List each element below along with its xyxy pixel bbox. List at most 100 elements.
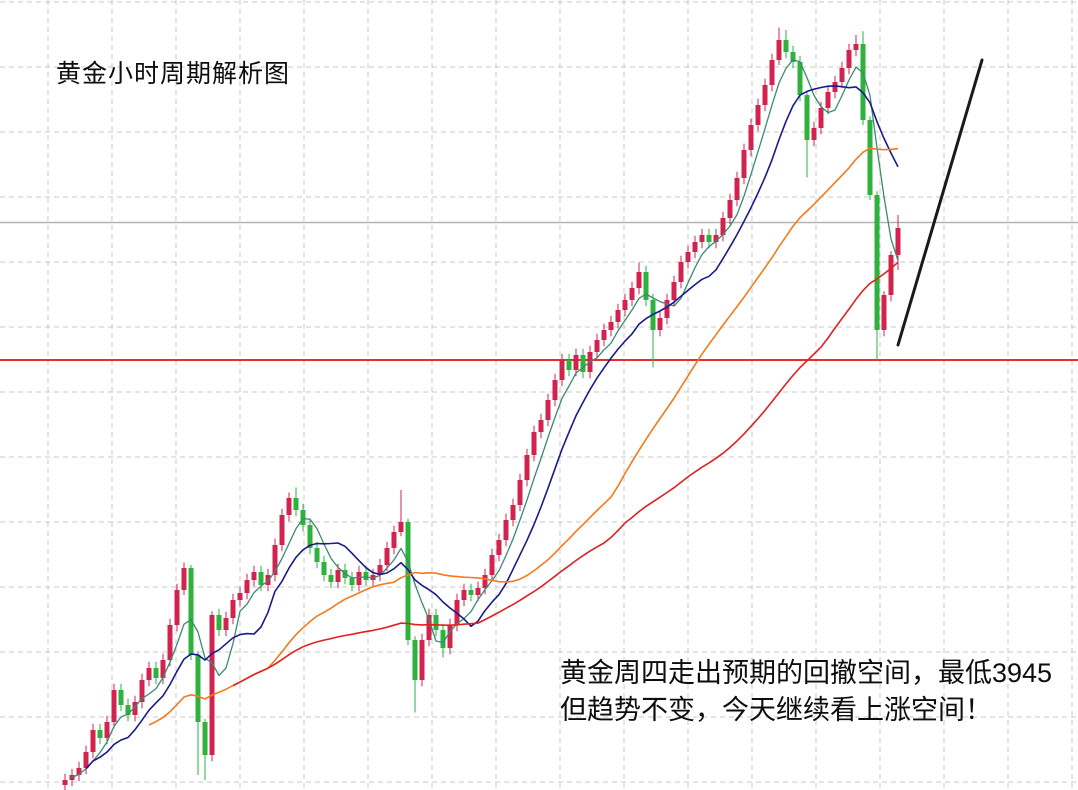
- candle-body: [888, 255, 894, 295]
- candle-body: [783, 40, 789, 52]
- candle-body: [230, 600, 236, 618]
- chart-annotation-line1: 黄金周四走出预期的回撤空间，最低3945: [560, 658, 1053, 688]
- candle-body: [244, 580, 250, 593]
- candle-body: [118, 690, 124, 705]
- candle-body: [755, 105, 761, 125]
- candle-body: [860, 44, 866, 120]
- candle-body: [111, 690, 117, 722]
- candle-body: [405, 522, 411, 640]
- candle-body: [363, 572, 369, 580]
- candle-body: [573, 355, 579, 370]
- candle-body: [104, 722, 110, 738]
- candle-body: [839, 68, 845, 82]
- candle-body: [825, 92, 831, 108]
- candle-body: [496, 540, 502, 555]
- candle-body: [629, 288, 635, 300]
- candle-body: [545, 400, 551, 420]
- chart-annotation: 黄金周四走出预期的回撤空间，最低3945 但趋势不变，今天继续看上涨空间！: [560, 655, 1052, 729]
- candle-body: [531, 432, 537, 455]
- candle-body: [489, 555, 495, 575]
- candle-body: [524, 455, 530, 480]
- candle-body: [300, 510, 306, 525]
- candle-body: [846, 50, 852, 68]
- candle-body: [209, 615, 215, 755]
- ma10-line: [85, 85, 899, 770]
- candle-body: [440, 630, 446, 648]
- candle-body: [664, 300, 670, 318]
- candle-body: [83, 752, 89, 768]
- candle-body: [349, 578, 355, 585]
- candle-body: [146, 668, 152, 680]
- candle-body: [776, 40, 782, 60]
- candle-body: [790, 52, 796, 62]
- chart-title: 黄金小时周期解析图: [56, 60, 291, 88]
- candle-body: [314, 548, 320, 562]
- candle-body: [804, 95, 810, 140]
- candle-body: [286, 498, 292, 515]
- candle-body: [419, 640, 425, 680]
- candle-body: [398, 522, 404, 532]
- candle-body: [720, 218, 726, 235]
- ma30-line: [148, 147, 899, 726]
- candle-body: [895, 228, 901, 255]
- candle-body: [62, 780, 68, 785]
- candle-body: [615, 310, 621, 322]
- candle-body: [608, 322, 614, 330]
- candle-body: [335, 570, 341, 582]
- candle-body: [622, 300, 628, 310]
- candle-body: [692, 242, 698, 252]
- candle-body: [699, 235, 705, 242]
- candle-body: [461, 590, 467, 600]
- trend-line: [896, 58, 984, 347]
- candle-body: [874, 195, 880, 330]
- chart-annotation-line2: 但趋势不变，今天继续看上涨空间！: [560, 695, 992, 725]
- candle-body: [97, 730, 103, 738]
- candle-body: [713, 235, 719, 242]
- candle-body: [391, 532, 397, 548]
- candle-body: [517, 480, 523, 505]
- candle-body: [384, 548, 390, 565]
- candle-body: [90, 730, 96, 752]
- candle-body: [139, 680, 145, 702]
- candle-body: [279, 515, 285, 545]
- candle-body: [377, 565, 383, 575]
- candle-body: [671, 282, 677, 300]
- candle-body: [293, 498, 299, 510]
- candle-body: [412, 640, 418, 680]
- candle-body: [818, 108, 824, 128]
- candle-body: [125, 705, 131, 715]
- candle-body: [202, 722, 208, 755]
- candle-body: [153, 668, 159, 678]
- candle-body: [76, 768, 82, 775]
- candle-body: [657, 318, 663, 330]
- candle-body: [678, 262, 684, 282]
- candle-body: [251, 572, 257, 580]
- candle-body: [636, 272, 642, 288]
- candle-body: [188, 568, 194, 655]
- candle-body: [601, 330, 607, 340]
- candle-body: [433, 615, 439, 630]
- candle-body: [881, 295, 887, 330]
- candle-body: [762, 85, 768, 105]
- candle-body: [734, 178, 740, 200]
- candle-body: [321, 562, 327, 575]
- candle-body: [475, 588, 481, 595]
- candle-body: [867, 120, 873, 195]
- candle-body: [741, 150, 747, 178]
- candle-body: [510, 505, 516, 520]
- candle-body: [468, 590, 474, 595]
- candle-body: [258, 572, 264, 585]
- candle-body: [797, 62, 803, 95]
- candle-body: [237, 593, 243, 600]
- ma5-line: [71, 59, 899, 779]
- candle-body: [503, 520, 509, 540]
- candle-body: [181, 568, 187, 590]
- candle-body: [132, 702, 138, 715]
- candle-body: [328, 575, 334, 582]
- candle-body: [769, 60, 775, 85]
- candle-body: [559, 360, 565, 380]
- candle-body: [356, 572, 362, 585]
- candle-body: [727, 200, 733, 218]
